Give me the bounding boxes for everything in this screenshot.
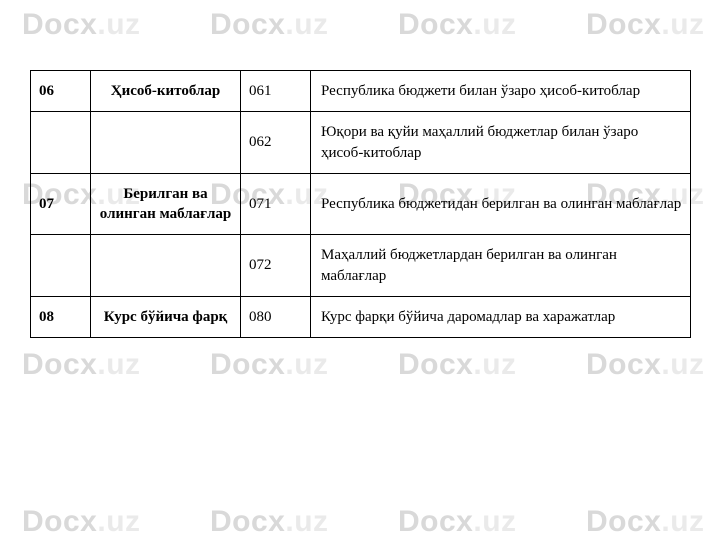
subcode-cell: 061 bbox=[241, 71, 311, 112]
budget-table-container: 06Ҳисоб-китоблар061Республика бюджети би… bbox=[30, 70, 690, 338]
table-row: 08Курс бўйича фарқ080Курс фарқи бўйича д… bbox=[31, 296, 691, 337]
watermark: Docx.uz bbox=[586, 505, 705, 539]
budget-table-body: 06Ҳисоб-китоблар061Республика бюджети би… bbox=[31, 71, 691, 338]
description-cell: Юқори ва қуйи маҳаллий бюджетлар билан ў… bbox=[311, 112, 691, 174]
code-cell: 08 bbox=[31, 296, 91, 337]
category-cell bbox=[91, 112, 241, 174]
subcode-cell: 062 bbox=[241, 112, 311, 174]
watermark: Docx.uz bbox=[210, 505, 329, 539]
table-row: 06Ҳисоб-китоблар061Республика бюджети би… bbox=[31, 71, 691, 112]
code-cell: 07 bbox=[31, 173, 91, 235]
description-cell: Республика бюджети билан ўзаро ҳисоб-кит… bbox=[311, 71, 691, 112]
code-cell bbox=[31, 112, 91, 174]
watermark: Docx.uz bbox=[586, 8, 705, 42]
table-row: 062Юқори ва қуйи маҳаллий бюджетлар била… bbox=[31, 112, 691, 174]
table-row: 072Маҳаллий бюджетлардан берилган ва оли… bbox=[31, 235, 691, 297]
category-cell: Курс бўйича фарқ bbox=[91, 296, 241, 337]
category-cell: Берилган ва олинган маблағлар bbox=[91, 173, 241, 235]
code-cell: 06 bbox=[31, 71, 91, 112]
watermark: Docx.uz bbox=[398, 348, 517, 382]
description-cell: Курс фарқи бўйича даромадлар ва харажатл… bbox=[311, 296, 691, 337]
watermark: Docx.uz bbox=[22, 505, 141, 539]
category-cell: Ҳисоб-китоблар bbox=[91, 71, 241, 112]
watermark: Docx.uz bbox=[398, 505, 517, 539]
description-cell: Маҳаллий бюджетлардан берилган ва олинга… bbox=[311, 235, 691, 297]
subcode-cell: 080 bbox=[241, 296, 311, 337]
subcode-cell: 071 bbox=[241, 173, 311, 235]
table-row: 07Берилган ва олинган маблағлар071Респуб… bbox=[31, 173, 691, 235]
watermark: Docx.uz bbox=[22, 348, 141, 382]
watermark: Docx.uz bbox=[210, 8, 329, 42]
watermark: Docx.uz bbox=[586, 348, 705, 382]
code-cell bbox=[31, 235, 91, 297]
watermark: Docx.uz bbox=[22, 8, 141, 42]
category-cell bbox=[91, 235, 241, 297]
subcode-cell: 072 bbox=[241, 235, 311, 297]
budget-table: 06Ҳисоб-китоблар061Республика бюджети би… bbox=[30, 70, 691, 338]
watermark: Docx.uz bbox=[210, 348, 329, 382]
description-cell: Республика бюджетидан берилган ва олинга… bbox=[311, 173, 691, 235]
watermark: Docx.uz bbox=[398, 8, 517, 42]
